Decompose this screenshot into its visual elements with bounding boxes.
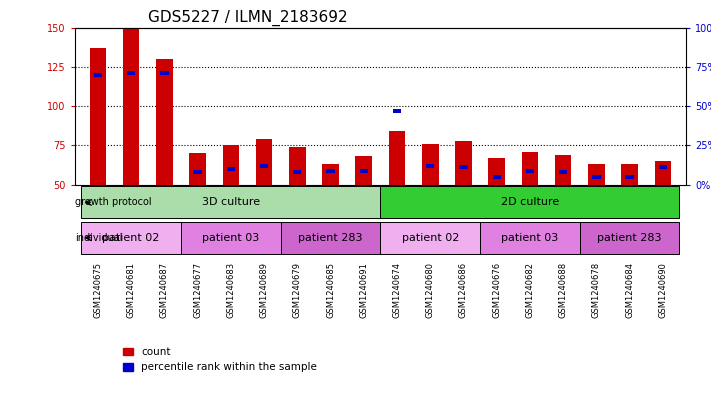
Bar [193,170,202,174]
Text: GSM1240686: GSM1240686 [459,263,468,318]
Bar [592,175,601,179]
FancyBboxPatch shape [480,222,579,254]
Text: 2D culture: 2D culture [501,197,559,208]
Text: GSM1240683: GSM1240683 [226,263,235,318]
Bar [459,165,468,169]
Bar [227,167,235,171]
FancyBboxPatch shape [380,222,480,254]
Bar [123,29,139,185]
Text: GSM1240690: GSM1240690 [658,263,668,318]
Text: GSM1240688: GSM1240688 [559,263,567,318]
Text: patient 283: patient 283 [597,233,662,243]
FancyBboxPatch shape [281,222,380,254]
Bar [127,71,135,75]
Bar [559,170,567,174]
Bar [488,158,505,185]
FancyBboxPatch shape [181,222,281,254]
Text: GSM1240680: GSM1240680 [426,263,434,318]
Text: GSM1240674: GSM1240674 [392,263,402,318]
Bar [189,153,206,185]
Text: GDS5227 / ILMN_2183692: GDS5227 / ILMN_2183692 [148,10,348,26]
Bar [223,145,239,185]
Bar [426,164,434,168]
Text: GSM1240682: GSM1240682 [525,263,535,318]
Bar [525,169,534,173]
Bar [422,144,439,185]
Text: GSM1240691: GSM1240691 [359,263,368,318]
FancyBboxPatch shape [81,186,380,219]
FancyBboxPatch shape [81,222,181,254]
Text: patient 03: patient 03 [202,233,260,243]
Text: GSM1240687: GSM1240687 [160,263,169,318]
Text: individual: individual [75,233,122,243]
Bar [326,169,335,173]
Bar [522,152,538,185]
Text: GSM1240679: GSM1240679 [293,263,301,318]
Text: GSM1240677: GSM1240677 [193,263,202,318]
Bar [655,161,671,185]
Text: GSM1240681: GSM1240681 [127,263,136,318]
Text: patient 283: patient 283 [299,233,363,243]
Bar [621,164,638,185]
Text: patient 03: patient 03 [501,233,559,243]
FancyBboxPatch shape [579,222,680,254]
Bar [360,169,368,173]
Bar [90,48,106,185]
Text: GSM1240685: GSM1240685 [326,263,335,318]
Bar [455,141,472,185]
Bar [256,139,272,185]
Bar [293,170,301,174]
Bar [156,59,173,185]
Bar [626,175,634,179]
Bar [555,155,572,185]
Bar [493,175,501,179]
Bar [94,73,102,77]
Text: patient 02: patient 02 [102,233,160,243]
Bar [389,131,405,185]
Text: growth protocol: growth protocol [75,197,151,208]
FancyBboxPatch shape [380,186,680,219]
Text: GSM1240684: GSM1240684 [625,263,634,318]
Text: GSM1240676: GSM1240676 [492,263,501,318]
Bar [393,109,401,113]
Bar [289,147,306,185]
Bar [588,164,604,185]
Text: GSM1240678: GSM1240678 [592,263,601,318]
Bar [322,164,339,185]
Text: GSM1240675: GSM1240675 [93,263,102,318]
Bar [658,165,667,169]
Text: 3D culture: 3D culture [202,197,260,208]
Text: GSM1240689: GSM1240689 [260,263,269,318]
Bar [356,156,372,185]
Bar [260,164,268,168]
Text: patient 02: patient 02 [402,233,459,243]
Legend: count, percentile rank within the sample: count, percentile rank within the sample [123,347,317,372]
Bar [160,71,169,75]
